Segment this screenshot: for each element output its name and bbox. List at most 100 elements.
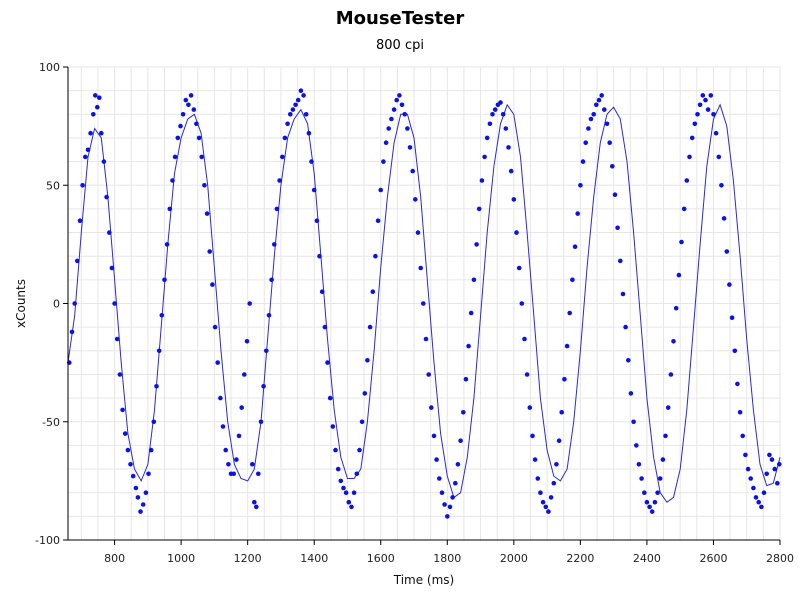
data-point [530, 433, 535, 439]
data-point [634, 443, 639, 448]
x-tick-label: 1200 [234, 552, 262, 565]
data-point [423, 336, 429, 342]
data-point [125, 447, 131, 453]
data-point [687, 154, 692, 160]
data-point [170, 178, 175, 183]
data-point [194, 121, 199, 127]
data-point [234, 457, 239, 462]
data-point [274, 206, 280, 212]
data-point [244, 339, 250, 344]
y-tick-label: -100 [35, 534, 60, 547]
x-tick-label: 2400 [633, 552, 661, 565]
data-point [618, 258, 623, 264]
data-point [458, 438, 463, 444]
data-point [117, 372, 123, 377]
data-point [375, 218, 381, 223]
data-point [604, 121, 610, 127]
data-point [109, 265, 115, 271]
data-point [737, 410, 743, 415]
data-point [500, 112, 506, 117]
data-point [282, 135, 288, 141]
data-point [138, 509, 143, 514]
data-point [162, 277, 167, 283]
data-point [159, 313, 165, 318]
data-point [700, 93, 706, 98]
data-point [620, 291, 626, 297]
data-point [732, 348, 738, 354]
data-point [303, 112, 309, 117]
data-point [317, 253, 322, 259]
data-point [602, 107, 607, 112]
data-point [77, 218, 83, 223]
data-point [341, 485, 346, 491]
data-point [652, 499, 658, 505]
data-point [524, 372, 530, 377]
x-tick-label: 2000 [500, 552, 528, 565]
data-point [191, 107, 197, 112]
data-point [506, 145, 511, 150]
data-point [439, 490, 445, 496]
data-point [394, 97, 400, 103]
data-point [351, 490, 357, 496]
data-point [338, 478, 344, 484]
data-point [399, 102, 405, 108]
data-point [484, 135, 490, 141]
data-point [663, 433, 668, 439]
data-point [769, 457, 775, 462]
data-point [381, 159, 386, 164]
data-point [346, 499, 352, 505]
data-point [80, 183, 85, 188]
data-point [122, 431, 128, 436]
data-point [711, 112, 716, 117]
data-point [101, 159, 107, 164]
data-point [508, 168, 514, 174]
data-point [546, 509, 551, 514]
data-point [437, 476, 442, 481]
data-point [426, 372, 432, 377]
data-point [466, 343, 471, 349]
data-point [759, 504, 764, 510]
data-point [626, 358, 631, 363]
data-point [370, 289, 376, 295]
data-point [748, 476, 753, 481]
data-point [143, 490, 149, 496]
data-point [104, 194, 109, 200]
data-point [365, 358, 370, 363]
data-points [67, 88, 782, 519]
data-point [325, 360, 330, 365]
axes: 800 1000 1200 1400 1600 1800 2000 2200 2400 2600 2… [35, 61, 794, 565]
data-point [519, 301, 525, 306]
data-point [140, 502, 146, 507]
data-point [724, 249, 730, 254]
data-point [391, 107, 397, 112]
data-point [431, 433, 437, 439]
data-point [492, 107, 498, 112]
data-point [554, 462, 559, 467]
data-point [85, 147, 91, 153]
data-point [756, 499, 761, 505]
data-point [767, 452, 772, 458]
data-point [277, 178, 282, 183]
data-point [681, 206, 687, 212]
data-point [133, 485, 139, 491]
fit-line-series [67, 103, 781, 503]
data-point [527, 405, 533, 410]
data-point [75, 258, 80, 264]
data-point [719, 183, 724, 188]
data-point [215, 360, 220, 365]
data-point [91, 112, 96, 117]
data-point [362, 391, 368, 396]
data-point [223, 447, 228, 453]
data-point [679, 239, 684, 245]
data-point [207, 249, 212, 254]
data-point [378, 187, 384, 193]
data-point [295, 97, 301, 103]
data-point [319, 289, 325, 295]
data-point [703, 97, 708, 103]
data-point [753, 495, 759, 500]
y-axis-label: xCounts [14, 279, 28, 328]
data-point [327, 395, 333, 401]
data-point [226, 462, 231, 467]
data-point [410, 168, 416, 174]
data-point [468, 310, 474, 316]
